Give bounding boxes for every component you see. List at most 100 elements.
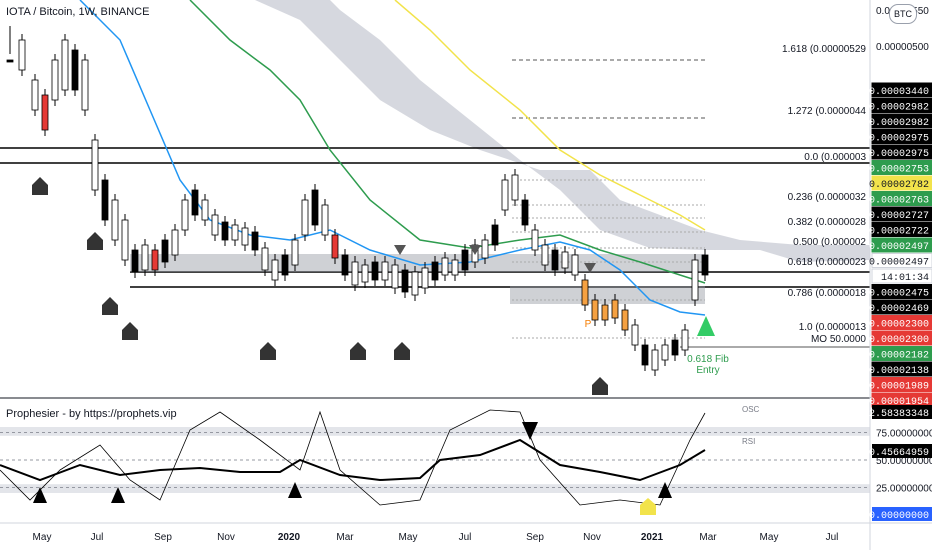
candle-body <box>481 239 489 259</box>
price-tag <box>871 160 932 175</box>
price-tag-label: 0.00001954 <box>869 397 929 408</box>
candle-body <box>121 219 129 261</box>
signal-house-icon <box>122 322 138 340</box>
candle-body <box>621 309 629 331</box>
candle-body <box>501 179 509 211</box>
up-triangle-icon <box>288 482 302 498</box>
up-triangle-icon <box>658 482 672 498</box>
price-tag <box>871 361 932 377</box>
time-tick-label: Jul <box>826 532 839 543</box>
price-tag-label: 14:01:34 <box>881 273 929 284</box>
candle-body <box>591 299 599 321</box>
price-tag-label: 0.00002300 <box>869 335 929 346</box>
time-tick-label: Nov <box>583 532 601 543</box>
signal-house-icon <box>102 297 118 315</box>
candle-body <box>451 259 459 276</box>
candle-body <box>191 189 199 216</box>
candle-body <box>331 234 339 259</box>
candle-body <box>351 261 359 286</box>
up-triangle-icon <box>111 487 125 503</box>
candle-body <box>41 94 49 131</box>
ind-tick-label: 25.00000000 <box>876 484 932 495</box>
candle-body <box>391 264 399 289</box>
ind-value-tag <box>872 507 932 521</box>
price-tag <box>871 346 932 361</box>
time-tick-label: 2020 <box>278 532 301 543</box>
candle-body <box>261 247 269 271</box>
fib-level-label: 0.500 (0.000002 <box>793 237 866 248</box>
candle-body <box>181 199 189 231</box>
price-tag-label: 0.00002475 <box>869 289 929 300</box>
ind-value-tag <box>872 444 932 458</box>
price-tag <box>871 330 932 346</box>
price-tag-label: 0.00002763 <box>869 196 929 207</box>
price-pane[interactable]: 1.618 (0.00000529 1.272 (0.0000044 0.0 (0.… <box>0 0 932 399</box>
ma-yellow-line <box>394 0 706 231</box>
signal-house-icon <box>32 177 48 195</box>
candle-body <box>241 227 249 246</box>
candle-body <box>541 244 549 266</box>
price-tag <box>871 222 932 237</box>
price-tag-label: 0.00002497 <box>869 242 929 253</box>
fib-level-label: MO 50.0000 <box>811 334 866 345</box>
ind-tick-label: 50.00000000 <box>876 456 932 467</box>
price-tag <box>871 299 932 315</box>
price-tag <box>871 315 932 330</box>
candle-body <box>411 271 419 296</box>
ma-blue-line <box>79 0 706 316</box>
down-triangle-icon <box>584 263 596 273</box>
signal-house-icon <box>87 232 103 250</box>
candle-body <box>81 59 89 111</box>
signal-house-icon <box>350 342 366 360</box>
candle-body <box>271 259 279 281</box>
candle-body <box>281 254 289 276</box>
candle-body <box>91 139 99 191</box>
ind-tick-label: 75.00000000 <box>876 429 932 440</box>
price-tag-label: 0.00002138 <box>869 366 929 377</box>
currency-badge[interactable]: BTC <box>889 4 917 24</box>
candle-body <box>71 49 79 91</box>
price-tag <box>871 98 932 113</box>
candle-body <box>291 239 299 266</box>
price-tag <box>871 144 932 160</box>
candle-body <box>201 199 209 221</box>
time-axis[interactable]: May Jul Sep Nov 2020 Mar May Jul Sep Nov 2021 Mar Ma… <box>0 522 932 543</box>
candle-body <box>511 174 519 201</box>
time-tick-label: May <box>33 532 52 543</box>
fib-level-label: 1.272 (0.0000044 <box>788 106 867 117</box>
price-tag-label: 0.00002497 <box>869 258 929 269</box>
osc-line <box>0 409 706 506</box>
price-tag <box>871 284 932 299</box>
price-tick-label: 0.00000500 <box>876 42 929 53</box>
candle-body <box>561 251 569 269</box>
ind-value-tag-label: 60.45664959 <box>863 448 929 459</box>
price-tag <box>871 237 932 253</box>
candle-body <box>701 254 709 276</box>
entry-label-line2: Entry <box>696 365 719 376</box>
time-tick-label: Mar <box>699 532 717 543</box>
time-tick-label: Sep <box>526 532 544 543</box>
candle-body <box>601 304 609 321</box>
candle-body <box>51 59 59 101</box>
price-tag-label: 0.00002753 <box>869 165 929 176</box>
candle-body <box>431 261 439 281</box>
indicator-pane[interactable] <box>0 409 870 515</box>
symbol-title: IOTA / Bitcoin, 1W, BINANCE <box>6 6 150 18</box>
candle-body <box>531 229 539 251</box>
candle-body <box>631 324 639 346</box>
candle-body <box>341 254 349 276</box>
candle-body <box>171 229 179 256</box>
price-tag-label: 0.00002300 <box>869 320 929 331</box>
time-tick-label: Jul <box>459 532 472 543</box>
rsi-label: RSI <box>742 437 755 446</box>
candle-body <box>18 39 26 71</box>
time-tick-label: May <box>760 532 779 543</box>
price-axis[interactable]: 0.000005500.000005000.000034400.00002982… <box>863 0 932 550</box>
signal-house-icon <box>592 377 608 395</box>
signal-house-icon <box>394 342 410 360</box>
up-triangle-icon <box>33 487 47 503</box>
ind-value-tag <box>872 405 932 419</box>
price-tag <box>871 82 932 98</box>
price-tag-label: 0.00002982 <box>869 103 929 114</box>
